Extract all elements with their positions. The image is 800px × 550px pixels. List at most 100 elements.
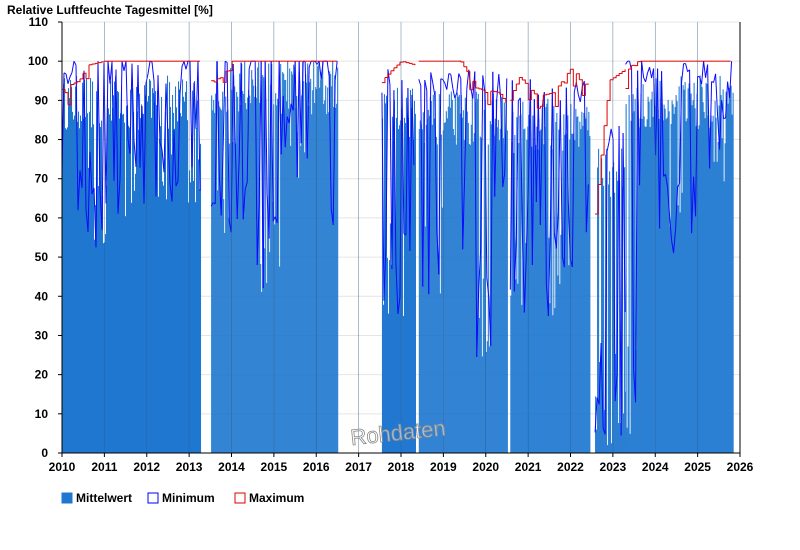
mean-bar [301, 95, 303, 454]
minimum-line [248, 61, 252, 69]
mean-bar [630, 120, 632, 454]
mean-bar [123, 113, 125, 454]
mean-bar [217, 190, 219, 453]
mean-bar [479, 136, 481, 453]
mean-bar [648, 101, 650, 453]
mean-bar [607, 445, 609, 453]
mean-bar [706, 84, 708, 454]
minimum-line [268, 61, 272, 239]
minimum-line [559, 100, 563, 257]
minimum-line [631, 70, 635, 369]
mean-bar [571, 133, 573, 454]
mean-bar [674, 106, 676, 453]
mean-bar [619, 181, 621, 454]
mean-bar [125, 216, 127, 453]
mean-bar [563, 114, 565, 454]
mean-bar [678, 86, 680, 454]
mean-bar [441, 207, 443, 453]
mean-bar [246, 109, 248, 454]
maximum-line [77, 78, 81, 83]
mean-bar [406, 115, 408, 454]
mean-bar [549, 303, 551, 453]
mean-bar [72, 111, 74, 453]
mean-bar [293, 64, 295, 453]
x-axis-ticks: 2010 2011 2012 2013 2014 2015 2016 2017 2018 2019… [49, 453, 754, 474]
minimum-line [438, 78, 442, 275]
minimum-line [131, 63, 135, 141]
mean-bar [244, 61, 246, 453]
mean-bar [242, 90, 244, 453]
mean-bar [512, 111, 514, 453]
mean-bar [684, 82, 686, 454]
mean-bar [266, 282, 268, 453]
mean-bar [102, 195, 104, 453]
mean-bar [319, 87, 321, 453]
minimum-line [89, 151, 93, 195]
mean-bar [454, 97, 456, 453]
maximum-line [622, 69, 626, 72]
maximum-line [496, 91, 501, 95]
mean-bar [253, 85, 255, 453]
mean-bar [294, 66, 296, 454]
mean-bar [107, 98, 109, 453]
minimum-line [246, 68, 250, 183]
mean-bar [174, 128, 176, 453]
mean-bar [196, 127, 198, 453]
mean-bar [705, 82, 707, 453]
maximum-line [502, 98, 507, 103]
mean-bar [267, 204, 269, 453]
x-tick-label: 2010 [49, 460, 76, 474]
mean-bar [724, 143, 726, 453]
minimum-line [496, 74, 500, 99]
mean-bar [470, 124, 472, 454]
minimum-line [535, 94, 539, 203]
mean-bar [710, 115, 712, 454]
minimum-line [450, 74, 454, 89]
mean-bar [74, 115, 76, 454]
mean-bar [423, 142, 425, 453]
mean-bar [200, 143, 202, 453]
mean-bar [645, 126, 647, 453]
mean-bar [236, 91, 238, 454]
mean-bar [131, 202, 133, 453]
mean-bar [690, 93, 692, 453]
x-tick-label: 2026 [727, 460, 754, 474]
mean-bar [392, 140, 394, 453]
mean-bar [713, 161, 715, 453]
minimum-line [107, 61, 111, 84]
mean-bar [498, 140, 500, 453]
legend-swatch [61, 492, 73, 504]
mean-bar [453, 135, 455, 453]
mean-bar [156, 105, 158, 453]
minimum-line [296, 61, 300, 178]
mean-bar [465, 103, 467, 453]
minimum-line [141, 106, 145, 204]
mean-bar [718, 105, 720, 453]
mean-bar [646, 119, 648, 453]
mean-bar [437, 260, 439, 453]
minimum-line [600, 343, 604, 428]
mean-bar [332, 61, 334, 453]
mean-bar [278, 101, 280, 453]
mean-bar [712, 115, 714, 453]
mean-bar [270, 84, 272, 453]
mean-bar [183, 96, 185, 453]
mean-bar [97, 102, 99, 454]
mean-bar [251, 70, 253, 454]
mean-bar [235, 143, 237, 453]
mean-bar [93, 124, 95, 454]
minimum-line [649, 67, 653, 79]
minimum-line [533, 99, 537, 203]
mean-bar [254, 96, 256, 454]
minimum-line [95, 61, 99, 248]
minimum-line [709, 81, 713, 169]
y-tick-label: 50 [35, 250, 49, 264]
mean-bar [118, 92, 120, 453]
maximum-line [68, 84, 72, 106]
mean-bar [127, 105, 129, 453]
minimum-line [105, 61, 109, 204]
minimum-line [551, 88, 555, 233]
mean-bar [129, 127, 131, 453]
mean-bar [175, 86, 177, 454]
mean-bar [486, 341, 488, 453]
